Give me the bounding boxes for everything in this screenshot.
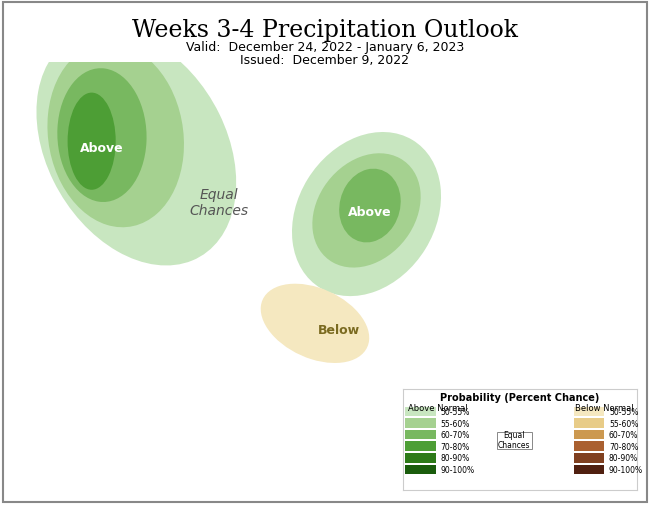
Ellipse shape [68, 93, 116, 190]
Text: Weeks 3-4 Precipitation Outlook: Weeks 3-4 Precipitation Outlook [132, 19, 518, 42]
Text: Above: Above [348, 206, 392, 219]
Text: Probability (Percent Chance): Probability (Percent Chance) [440, 392, 600, 402]
FancyBboxPatch shape [406, 430, 436, 439]
FancyBboxPatch shape [406, 407, 436, 416]
Ellipse shape [339, 169, 400, 243]
Text: 55-60%: 55-60% [441, 419, 470, 428]
Text: 80-90%: 80-90% [609, 453, 638, 463]
Ellipse shape [261, 284, 369, 363]
Text: 70-80%: 70-80% [609, 442, 638, 451]
Text: 60-70%: 60-70% [441, 430, 470, 439]
Text: Below: Below [318, 323, 360, 336]
FancyBboxPatch shape [497, 432, 532, 449]
FancyBboxPatch shape [406, 418, 436, 428]
FancyBboxPatch shape [574, 465, 605, 475]
FancyBboxPatch shape [406, 465, 436, 475]
Text: Equal
Chances: Equal Chances [498, 430, 530, 449]
Text: Valid:  December 24, 2022 - January 6, 2023: Valid: December 24, 2022 - January 6, 20… [186, 41, 464, 55]
Text: 55-60%: 55-60% [609, 419, 638, 428]
Text: 70-80%: 70-80% [441, 442, 470, 451]
Ellipse shape [47, 44, 184, 228]
Ellipse shape [292, 133, 441, 296]
FancyBboxPatch shape [574, 418, 605, 428]
FancyBboxPatch shape [574, 430, 605, 439]
Text: 50-55%: 50-55% [441, 407, 470, 416]
Text: 90-100%: 90-100% [441, 465, 474, 474]
Text: Equal
Chances: Equal Chances [189, 187, 248, 218]
Text: Above: Above [80, 141, 124, 155]
Text: 90-100%: 90-100% [609, 465, 643, 474]
FancyBboxPatch shape [406, 453, 436, 463]
Ellipse shape [36, 30, 236, 266]
FancyBboxPatch shape [574, 453, 605, 463]
FancyBboxPatch shape [574, 407, 605, 416]
Ellipse shape [57, 69, 146, 203]
Text: Above Normal: Above Normal [408, 403, 468, 412]
Text: 80-90%: 80-90% [441, 453, 470, 463]
Text: Below Normal: Below Normal [575, 403, 634, 412]
FancyBboxPatch shape [406, 441, 436, 451]
Text: Issued:  December 9, 2022: Issued: December 9, 2022 [240, 54, 410, 67]
Ellipse shape [313, 154, 421, 268]
Text: 50-55%: 50-55% [609, 407, 638, 416]
Text: 60-70%: 60-70% [609, 430, 638, 439]
FancyBboxPatch shape [574, 441, 605, 451]
